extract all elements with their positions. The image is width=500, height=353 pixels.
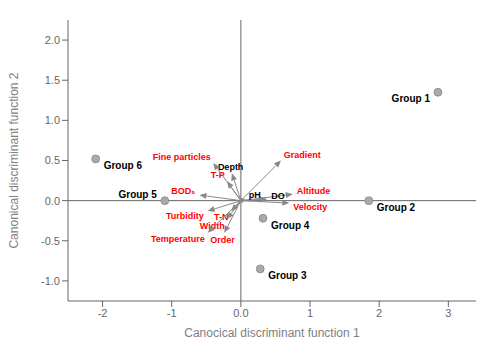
svg-text:Canocical discriminant functio: Canocical discriminant function 1 <box>184 326 360 340</box>
svg-text:1.5: 1.5 <box>45 74 60 86</box>
svg-text:Fine particles: Fine particles <box>153 152 211 162</box>
svg-text:-2: -2 <box>98 307 108 319</box>
svg-text:Group 5: Group 5 <box>118 189 157 200</box>
svg-text:DO: DO <box>271 191 285 201</box>
svg-text:Velocity: Velocity <box>293 202 327 212</box>
svg-text:Group 4: Group 4 <box>271 220 310 231</box>
svg-text:Depth: Depth <box>218 162 244 172</box>
svg-text:BOD₅: BOD₅ <box>171 186 195 196</box>
svg-text:Gradient: Gradient <box>284 150 321 160</box>
svg-text:pH: pH <box>249 190 261 200</box>
svg-text:1.0: 1.0 <box>45 114 60 126</box>
svg-text:T-P: T-P <box>210 170 225 181</box>
svg-text:Group 3: Group 3 <box>268 270 307 281</box>
svg-text:1: 1 <box>307 307 313 319</box>
svg-text:Group 1: Group 1 <box>392 93 431 104</box>
svg-text:3: 3 <box>445 307 451 319</box>
svg-text:0.0: 0.0 <box>233 307 248 319</box>
svg-text:Order: Order <box>210 235 235 245</box>
svg-text:2: 2 <box>376 307 382 319</box>
svg-text:-1.0: -1.0 <box>41 275 60 287</box>
svg-text:0.0: 0.0 <box>45 195 60 207</box>
svg-text:T-N: T-N <box>214 212 229 223</box>
svg-text:Width: Width <box>199 220 225 231</box>
svg-text:Turbidity: Turbidity <box>166 211 204 221</box>
svg-text:Temperature: Temperature <box>151 234 205 244</box>
svg-text:Group 6: Group 6 <box>104 160 143 171</box>
svg-text:0.5: 0.5 <box>45 154 60 166</box>
svg-text:-0.5: -0.5 <box>41 235 60 247</box>
svg-text:-1: -1 <box>167 307 177 319</box>
svg-text:Altitude: Altitude <box>297 186 331 196</box>
svg-text:Group 2: Group 2 <box>377 202 416 213</box>
svg-text:Canonical discriminant functio: Canonical discriminant function 2 <box>8 72 21 248</box>
svg-text:2.0: 2.0 <box>45 34 60 46</box>
